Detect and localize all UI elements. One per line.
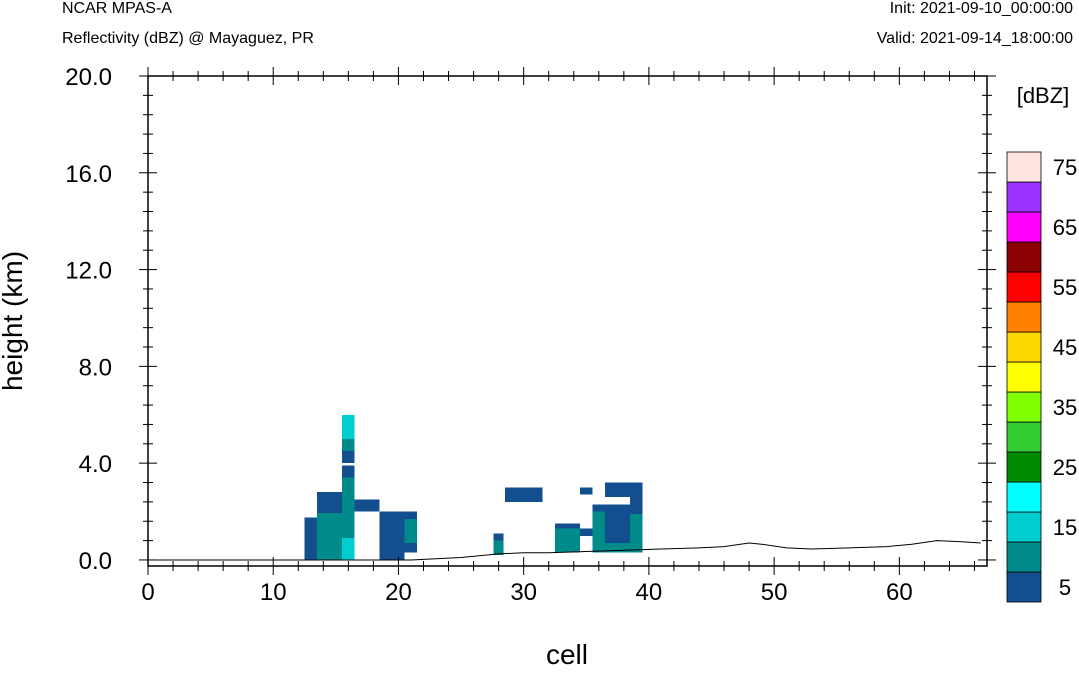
reflectivity-cell xyxy=(630,482,643,514)
reflectivity-cell xyxy=(342,451,355,464)
colorbar-label: 15 xyxy=(1053,515,1077,540)
colorbar-label: 35 xyxy=(1053,395,1077,420)
reflectivity-cell xyxy=(592,504,606,512)
reflectivity-cell xyxy=(304,517,318,560)
x-tick-label: 60 xyxy=(886,579,913,606)
colorbar-swatch xyxy=(1006,331,1042,363)
x-tick-labels: 0 10 20 30 40 50 60 xyxy=(141,579,912,606)
chart-subtitle: Reflectivity (dBZ) @ Mayaguez, PR xyxy=(62,30,314,47)
reflectivity-cell xyxy=(605,482,631,498)
colorbar-swatch xyxy=(1006,481,1042,513)
colorbar-labels: 5 15 25 35 45 55 65 75 xyxy=(1053,155,1077,600)
y-tick-label: 16.0 xyxy=(65,161,112,188)
colorbar-swatch xyxy=(1006,571,1042,603)
reflectivity-cell xyxy=(554,528,581,553)
x-tick-label: 30 xyxy=(510,579,537,606)
colorbar-swatch xyxy=(1006,271,1042,303)
x-tick-label: 20 xyxy=(385,579,412,606)
colorbar-swatch xyxy=(1006,211,1042,243)
colorbar-label: 55 xyxy=(1053,275,1077,300)
colorbar-swatch xyxy=(1006,361,1042,393)
colorbar-swatch xyxy=(1006,391,1042,423)
y-tick-label: 20.0 xyxy=(65,64,112,91)
reflectivity-cell xyxy=(354,499,380,512)
y-tick-label: 8.0 xyxy=(79,354,112,381)
x-tick-label: 40 xyxy=(636,579,663,606)
x-tick-label: 10 xyxy=(260,579,287,606)
valid-time: Valid: 2021-09-14_18:00:00 xyxy=(876,30,1073,47)
colorbar-label: 5 xyxy=(1059,575,1071,600)
x-tick-label: 50 xyxy=(761,579,788,606)
reflectivity-cell xyxy=(605,504,631,544)
colorbar-swatch xyxy=(1006,241,1042,273)
reflectivity-cell xyxy=(493,540,504,556)
reflectivity-cell xyxy=(404,543,418,553)
colorbar-title: [dBZ] xyxy=(1017,83,1070,108)
reflectivity-cell xyxy=(342,438,355,452)
terrain-polyline xyxy=(154,540,981,561)
reflectivity-cell xyxy=(342,465,355,478)
init-time: Init: 2021-09-10_00:00:00 xyxy=(889,0,1073,17)
y-tick-label: 0.0 xyxy=(79,548,112,575)
colorbar-swatch xyxy=(1006,451,1042,483)
axis-ticks xyxy=(139,67,996,575)
plot-frame xyxy=(147,75,988,567)
y-tick-label: 4.0 xyxy=(79,451,112,478)
reflectivity-cell xyxy=(317,512,343,560)
colorbar-label: 75 xyxy=(1053,155,1077,180)
colorbar-label: 65 xyxy=(1053,215,1077,240)
reflectivity-cell xyxy=(580,528,593,536)
colorbar-label: 45 xyxy=(1053,335,1077,360)
colorbar xyxy=(1006,151,1042,603)
colorbar-swatch xyxy=(1006,511,1042,543)
y-tick-label: 12.0 xyxy=(65,258,112,285)
reflectivity-cell xyxy=(580,487,593,495)
reflectivity-cell xyxy=(404,518,418,544)
colorbar-swatch xyxy=(1006,421,1042,453)
reflectivity-cell xyxy=(504,487,543,502)
reflectivity-cell xyxy=(630,513,643,553)
reflectivity-cell xyxy=(379,511,405,560)
reflectivity-cell xyxy=(493,533,504,541)
colorbar-swatch xyxy=(1006,301,1042,333)
reflectivity-cell xyxy=(342,477,355,512)
colorbar-swatch xyxy=(1006,181,1042,213)
x-tick-label: 0 xyxy=(141,579,154,606)
reflectivity-cell xyxy=(342,414,355,439)
reflectivity-cell xyxy=(342,511,355,539)
colorbar-swatch xyxy=(1006,151,1042,183)
reflectivity-cell xyxy=(592,511,606,553)
x-axis-label: cell xyxy=(546,639,588,670)
reflectivity-cell xyxy=(605,543,631,553)
reflectivity-cell xyxy=(342,538,355,560)
reflectivity-cell xyxy=(317,492,343,513)
y-tick-labels: 0.0 4.0 8.0 12.0 16.0 20.0 xyxy=(65,64,112,575)
y-axis-label: height (km) xyxy=(0,251,28,391)
colorbar-swatch xyxy=(1006,541,1042,573)
reflectivity-cell xyxy=(404,511,418,519)
colorbar-label: 25 xyxy=(1053,455,1077,480)
reflectivity-cell xyxy=(554,523,581,529)
reflectivity-cells xyxy=(304,414,643,560)
model-name: NCAR MPAS-A xyxy=(62,0,172,17)
terrain-line xyxy=(154,540,981,561)
